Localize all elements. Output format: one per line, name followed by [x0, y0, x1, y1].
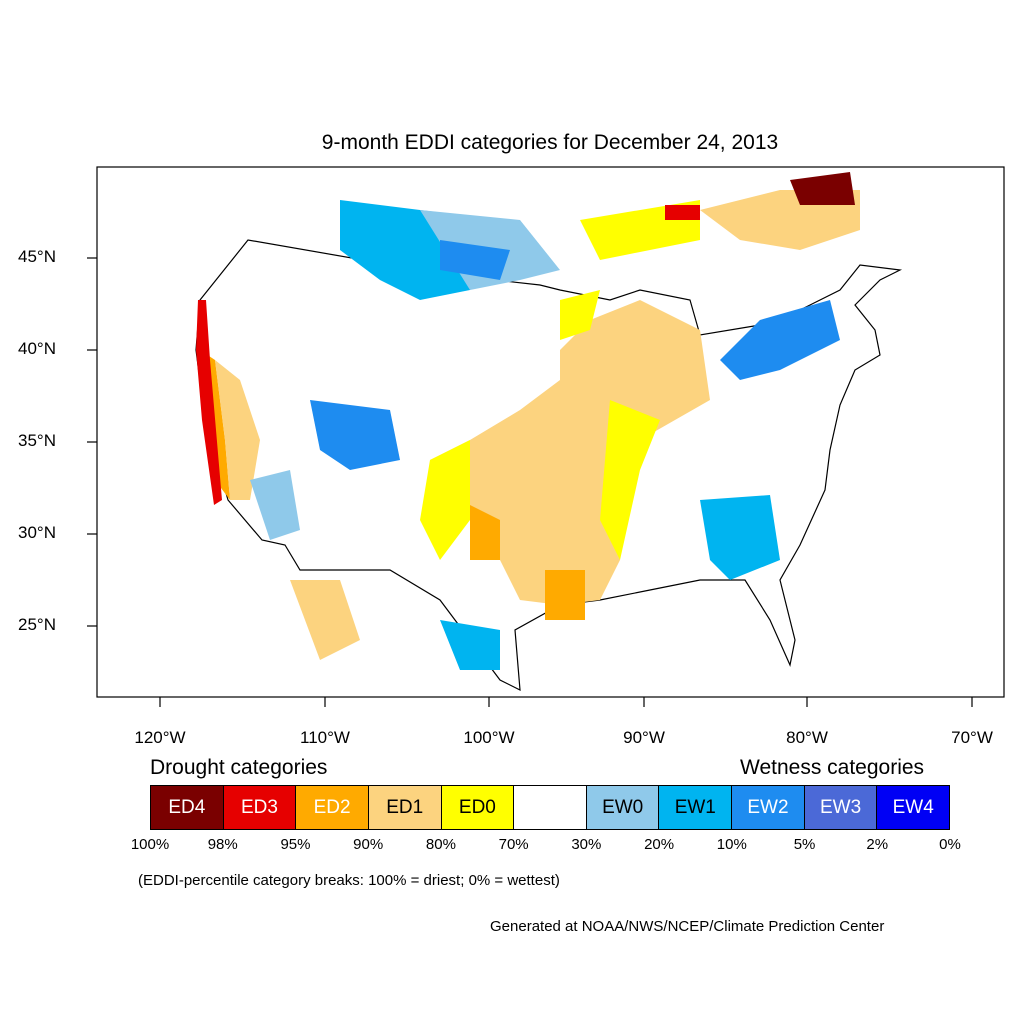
break-label: 70%	[498, 836, 529, 853]
break-label: 98%	[207, 836, 238, 853]
break-label: 10%	[716, 836, 747, 853]
ed3-lake-superior	[665, 205, 700, 220]
break-label: 2%	[866, 836, 889, 853]
ed1-california	[215, 360, 260, 500]
ed4-ontario	[790, 172, 855, 205]
lon-label: 90°W	[623, 728, 665, 747]
ew2-north	[440, 240, 510, 280]
legend-swatch-ew2: EW2	[732, 786, 805, 829]
lat-label: 40°N	[18, 339, 56, 358]
legend-swatch-neutral	[514, 786, 587, 829]
legend-swatch-ed4: ED4	[151, 786, 224, 829]
map-title: 9-month EDDI categories for December 24,…	[321, 131, 779, 154]
ed3-california-coast	[196, 300, 222, 505]
lat-label: 45°N	[18, 247, 56, 266]
ew2-southwest	[310, 400, 400, 470]
ed2-arkansas	[545, 570, 585, 620]
ew1-texas	[440, 620, 500, 670]
lat-ticks	[87, 257, 97, 627]
legend-swatch-ew0: EW0	[586, 786, 660, 829]
lon-label: 70°W	[951, 728, 993, 747]
break-label: 0%	[939, 836, 961, 853]
ed2-oklahoma-texas	[470, 505, 500, 560]
break-label: 90%	[353, 836, 384, 853]
drought-heading: Drought categories	[150, 756, 328, 779]
break-label: 80%	[425, 836, 456, 853]
lat-label: 25°N	[18, 615, 56, 634]
lon-label: 100°W	[463, 728, 515, 747]
lon-label: 80°W	[786, 728, 828, 747]
legend-swatch-ed0: ED0	[441, 786, 515, 829]
lat-label: 30°N	[18, 523, 56, 542]
credit-line: Generated at NOAA/NWS/NCEP/Climate Predi…	[490, 918, 885, 935]
legend-swatch-ew4: EW4	[877, 786, 950, 829]
legend-swatch-ew1: EW1	[659, 786, 733, 829]
break-label: 100%	[130, 836, 170, 853]
wetness-heading: Wetness categories	[740, 756, 925, 779]
category-legend: ED4 ED3 ED2 ED1 ED0 EW0 EW1 EW2 EW3 EW4	[150, 785, 950, 830]
legend-swatch-ed1: ED1	[368, 786, 442, 829]
lat-label: 35°N	[18, 431, 56, 450]
break-label: 5%	[793, 836, 816, 853]
ew0-southwest	[250, 470, 300, 540]
break-label: 20%	[644, 836, 675, 853]
category-note: (EDDI-percentile category breaks: 100% =…	[138, 872, 560, 889]
lon-label: 110°W	[300, 728, 350, 747]
ew1-southeast	[700, 495, 780, 580]
ed1-mexico	[290, 580, 360, 660]
legend-swatch-ed2: ED2	[296, 786, 369, 829]
ew2-northeast	[720, 300, 840, 380]
map-frame	[96, 166, 1005, 698]
lon-label: 120°W	[134, 728, 186, 747]
lon-ticks	[159, 697, 973, 707]
break-label: 95%	[280, 836, 311, 853]
ed0-yellow-band	[420, 200, 700, 560]
category-fill-layer	[195, 172, 903, 692]
break-label: 30%	[571, 836, 602, 853]
legend-swatch-ew3: EW3	[804, 786, 878, 829]
legend-swatch-ed3: ED3	[223, 786, 297, 829]
